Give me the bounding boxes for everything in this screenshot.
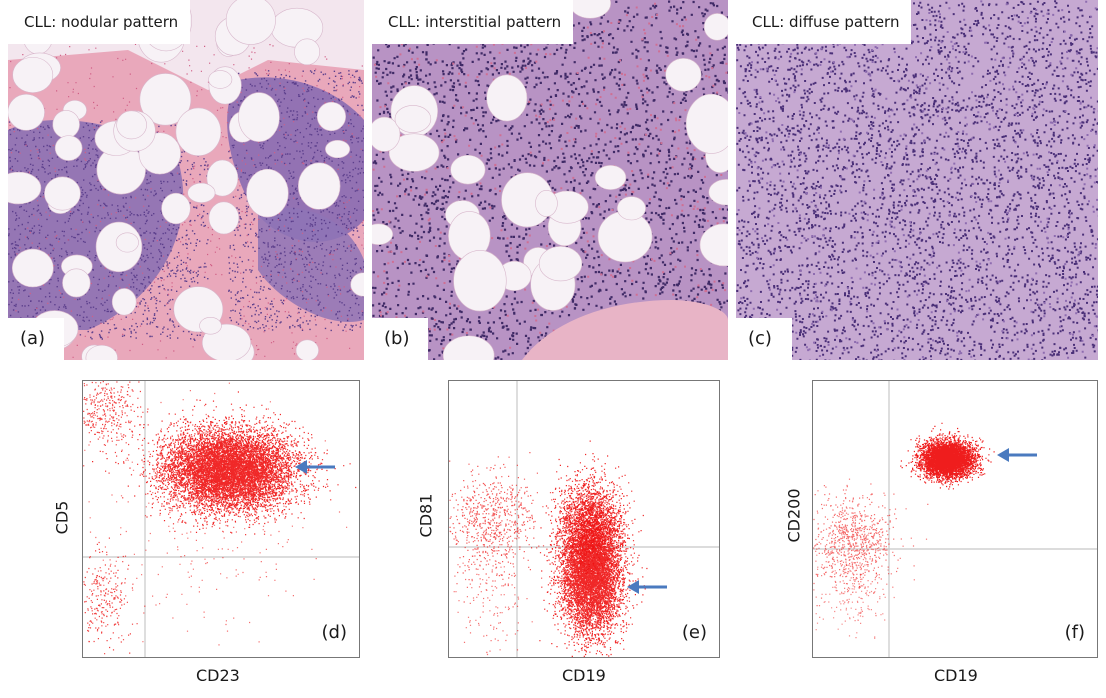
panel-title: CLL: nodular pattern (8, 0, 191, 44)
y-axis-label: CD200 (784, 488, 804, 543)
histology-panel-interstitial: CLL: interstitial pattern (b) (372, 0, 728, 360)
panel-label: (f) (1064, 622, 1085, 643)
histology-image-interstitial (372, 0, 728, 360)
arrow-left-icon (997, 448, 1037, 462)
histology-panel-nodular: CLL: nodular pattern (a) (8, 0, 364, 360)
flow-plot-cd5-cd23: (d) (82, 380, 360, 658)
panel-title: CLL: diffuse pattern (736, 0, 912, 44)
panel-label: (c) (736, 318, 792, 360)
arrow-left-icon (295, 460, 335, 474)
scatter-plot (449, 381, 719, 657)
scatter-plot (83, 381, 359, 657)
histology-panel-diffuse: CLL: diffuse pattern (c) (736, 0, 1098, 360)
histology-image-diffuse (736, 0, 1098, 360)
panel-label: (d) (321, 622, 347, 643)
y-axis-label: CD5 (52, 500, 72, 535)
flow-plot-cd81-cd19: (e) (448, 380, 720, 658)
y-axis-label: CD81 (416, 493, 436, 538)
histology-image-nodular (8, 0, 364, 360)
x-axis-label: CD23 (196, 666, 240, 685)
x-axis-label: CD19 (934, 666, 978, 685)
panel-title: CLL: interstitial pattern (372, 0, 574, 44)
flow-plot-cd200-cd19: (f) (812, 380, 1098, 658)
panel-label: (b) (372, 318, 428, 360)
panel-label: (a) (8, 318, 64, 360)
x-axis-label: CD19 (562, 666, 606, 685)
panel-label: (e) (681, 622, 707, 643)
arrow-left-icon (627, 580, 667, 594)
scatter-plot (813, 381, 1097, 657)
